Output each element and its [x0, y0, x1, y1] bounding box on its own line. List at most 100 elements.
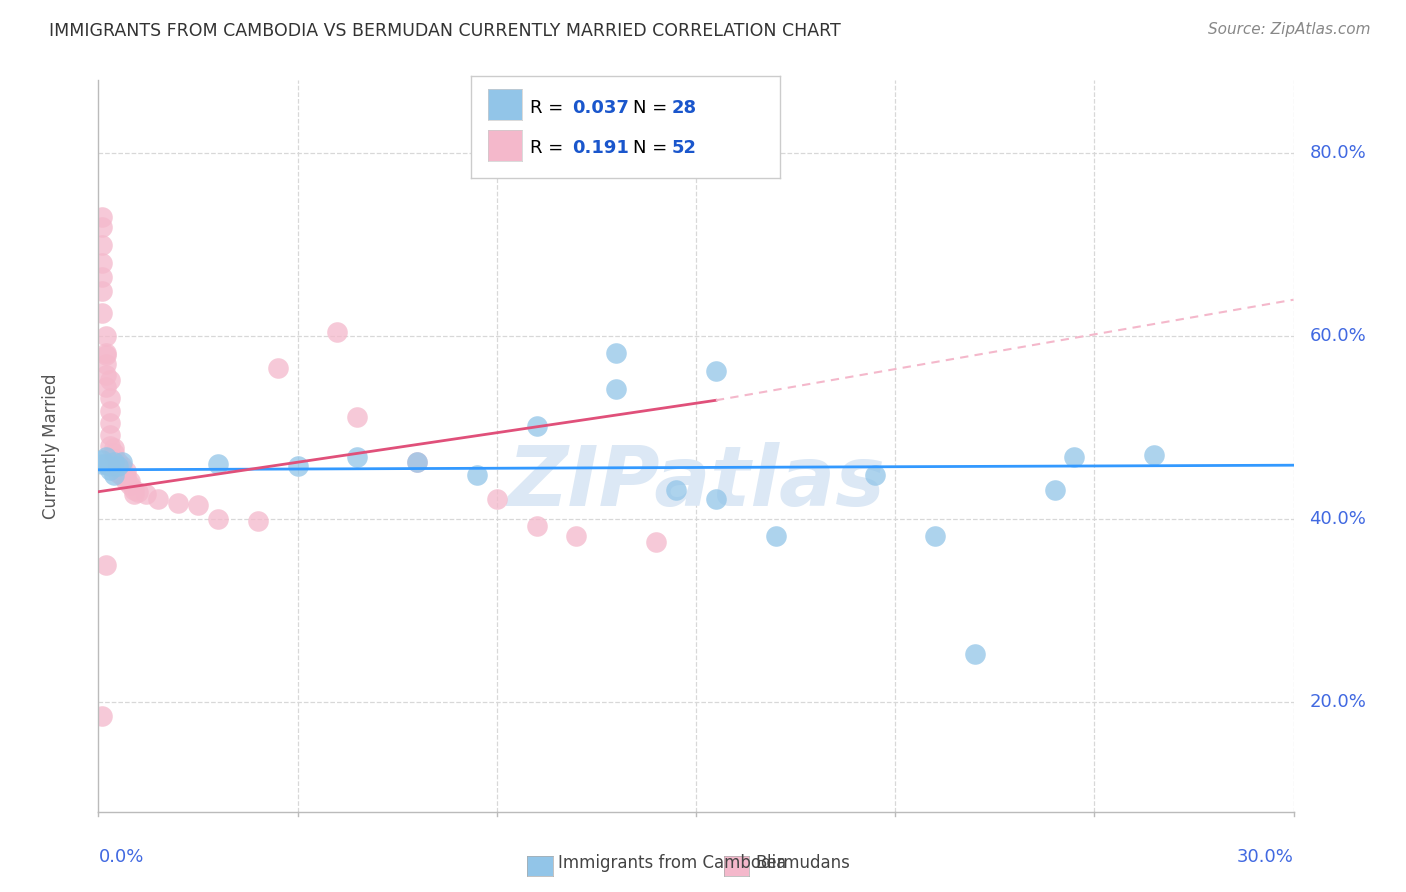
Point: [246, 514, 269, 528]
Point: [91, 457, 114, 471]
Point: [111, 455, 134, 469]
Point: [103, 468, 125, 483]
Point: [115, 474, 138, 488]
Point: [963, 647, 986, 661]
Point: [207, 512, 229, 526]
Point: [98, 373, 122, 387]
Text: 52: 52: [672, 139, 697, 157]
Text: 60.0%: 60.0%: [1309, 327, 1367, 345]
Point: [287, 459, 309, 474]
Point: [326, 325, 349, 339]
Point: [605, 382, 627, 396]
Point: [103, 446, 125, 460]
Point: [1063, 450, 1085, 464]
Point: [526, 418, 548, 433]
Point: [98, 463, 122, 477]
Point: [346, 450, 368, 464]
Text: ZIPatlas: ZIPatlas: [508, 442, 884, 523]
Point: [96, 558, 118, 572]
Text: 28: 28: [672, 99, 697, 117]
Text: 20.0%: 20.0%: [1309, 693, 1367, 711]
Point: [96, 357, 118, 371]
Point: [98, 404, 122, 418]
Point: [1043, 483, 1066, 497]
Point: [526, 519, 548, 533]
Text: Bermudans: Bermudans: [755, 855, 849, 872]
Point: [485, 491, 508, 506]
Point: [135, 486, 157, 500]
Text: 0.037: 0.037: [572, 99, 628, 117]
Point: [96, 457, 118, 471]
Text: Currently Married: Currently Married: [42, 373, 59, 519]
Point: [765, 528, 787, 542]
Point: [120, 478, 142, 492]
Point: [187, 498, 209, 512]
Point: [127, 484, 149, 499]
Text: Source: ZipAtlas.com: Source: ZipAtlas.com: [1208, 22, 1371, 37]
Text: IMMIGRANTS FROM CAMBODIA VS BERMUDAN CURRENTLY MARRIED CORRELATION CHART: IMMIGRANTS FROM CAMBODIA VS BERMUDAN CUR…: [49, 22, 841, 40]
Text: N =: N =: [633, 139, 672, 157]
Point: [115, 469, 138, 483]
Point: [465, 468, 488, 483]
Point: [1143, 448, 1166, 462]
Point: [704, 364, 727, 378]
Point: [115, 464, 138, 478]
Text: 40.0%: 40.0%: [1309, 510, 1367, 528]
Point: [704, 491, 727, 506]
Text: Immigrants from Cambodia: Immigrants from Cambodia: [558, 855, 786, 872]
Point: [98, 439, 122, 453]
Point: [267, 361, 290, 376]
Point: [91, 708, 114, 723]
Text: 0.191: 0.191: [572, 139, 628, 157]
Text: R =: R =: [530, 99, 569, 117]
Text: N =: N =: [633, 99, 672, 117]
Point: [124, 483, 146, 497]
Point: [111, 465, 134, 479]
Point: [91, 269, 114, 284]
Point: [111, 459, 134, 474]
Point: [103, 451, 125, 466]
Text: 80.0%: 80.0%: [1309, 145, 1367, 162]
Point: [91, 306, 114, 320]
Point: [96, 368, 118, 382]
Point: [167, 496, 190, 510]
Point: [91, 284, 114, 298]
Point: [103, 441, 125, 455]
Point: [98, 428, 122, 442]
Point: [346, 409, 368, 424]
Point: [91, 452, 114, 467]
Point: [406, 455, 429, 469]
Point: [665, 483, 688, 497]
Point: [91, 211, 114, 225]
Point: [107, 461, 129, 475]
Point: [107, 466, 129, 480]
Point: [98, 459, 122, 474]
Point: [103, 455, 125, 469]
Text: 0.0%: 0.0%: [98, 848, 143, 866]
Point: [406, 455, 429, 469]
Point: [148, 491, 170, 506]
Point: [96, 379, 118, 393]
Point: [924, 528, 946, 542]
Point: [120, 474, 142, 488]
Point: [863, 468, 886, 483]
Point: [96, 348, 118, 362]
Point: [96, 450, 118, 464]
Point: [96, 329, 118, 343]
Point: [96, 345, 118, 359]
Point: [91, 238, 114, 252]
Point: [111, 469, 134, 483]
Point: [645, 535, 668, 549]
Point: [124, 487, 146, 501]
Point: [107, 459, 129, 474]
Point: [565, 528, 588, 542]
Point: [207, 457, 229, 471]
Point: [605, 345, 627, 359]
Point: [107, 455, 129, 469]
Text: 30.0%: 30.0%: [1237, 848, 1294, 866]
Point: [98, 392, 122, 406]
Point: [98, 416, 122, 430]
Point: [91, 256, 114, 270]
Point: [91, 219, 114, 234]
Text: R =: R =: [530, 139, 575, 157]
